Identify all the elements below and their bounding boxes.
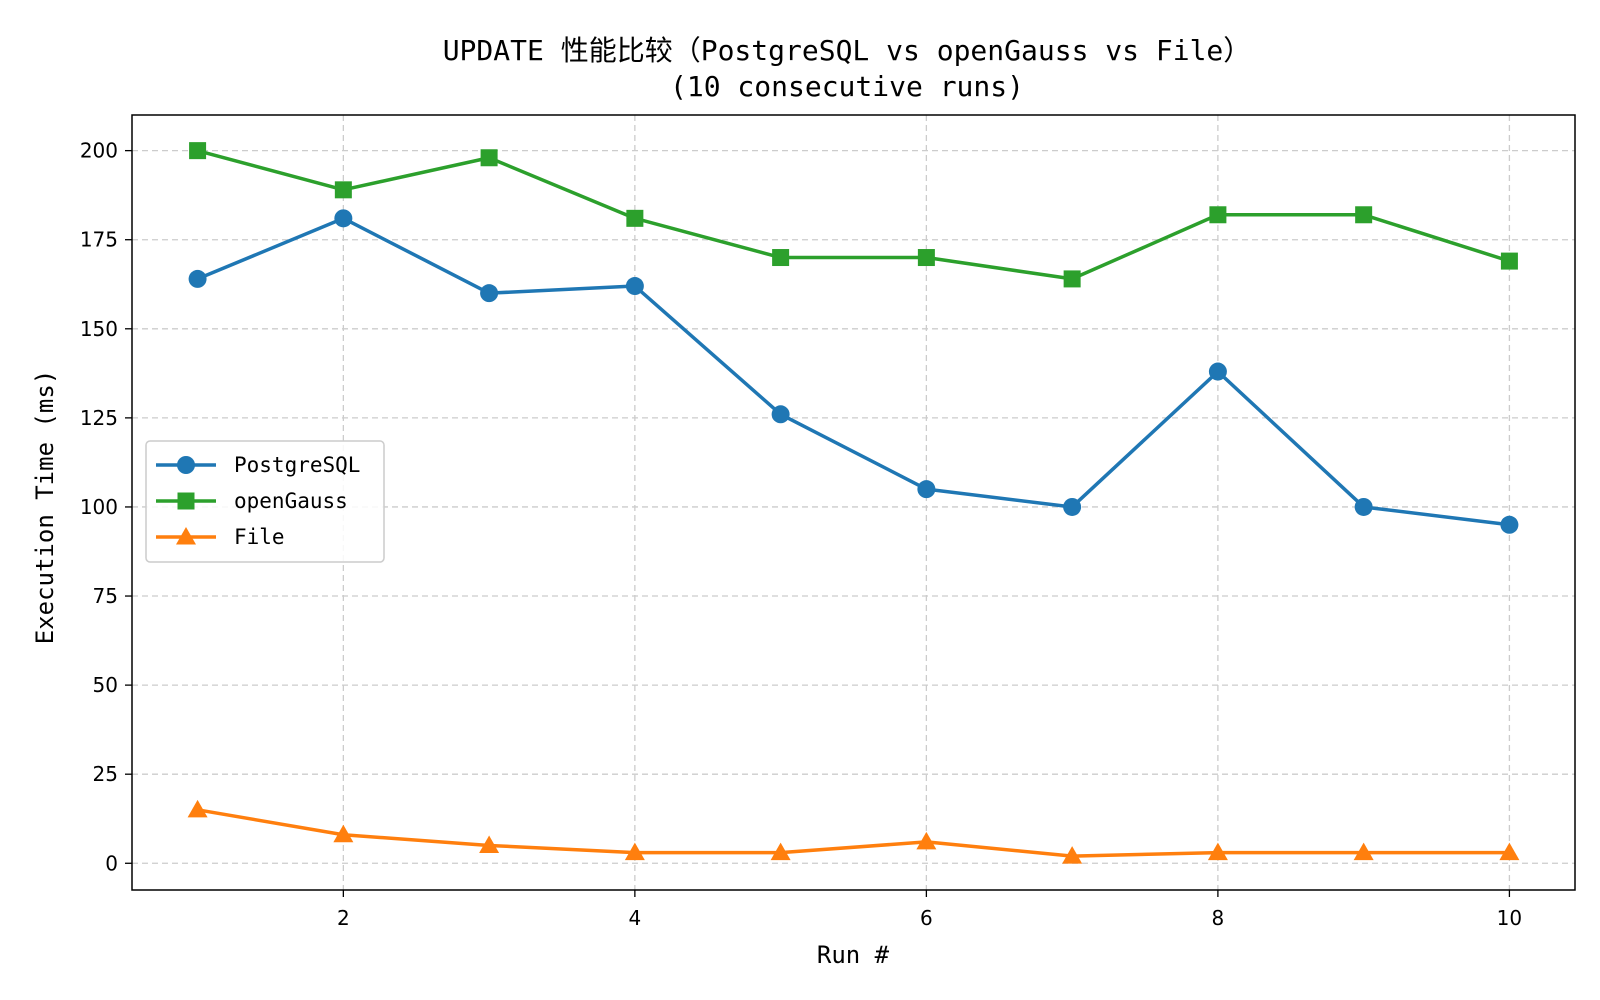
data-point-opengauss xyxy=(917,249,935,267)
data-point-postgresql xyxy=(917,480,936,499)
y-tick-label: 125 xyxy=(80,406,118,430)
data-point-file xyxy=(1353,842,1374,861)
series-line-postgresql xyxy=(195,216,1512,527)
legend-item-file: File xyxy=(156,525,285,549)
series-opengauss xyxy=(189,142,1518,288)
y-tick-label: 175 xyxy=(80,228,118,252)
legend-marker-file xyxy=(176,527,196,545)
data-point-file xyxy=(333,824,354,843)
data-point-file xyxy=(916,831,937,850)
legend-label-postgresql: PostgreSQL xyxy=(234,453,360,477)
legend-box xyxy=(145,440,385,563)
data-point-file xyxy=(1062,846,1083,864)
data-point-opengauss xyxy=(480,149,498,167)
data-point-file xyxy=(187,799,208,818)
legend-item-opengauss: openGauss xyxy=(156,489,348,513)
y-tick-label: 50 xyxy=(93,673,118,697)
y-tick-label: 100 xyxy=(80,495,118,519)
data-point-postgresql xyxy=(334,209,353,228)
series-group xyxy=(187,142,1520,864)
plot-frame xyxy=(131,114,1576,891)
series-line-opengauss xyxy=(195,148,1512,281)
x-axis-label: Run # xyxy=(817,941,890,969)
data-point-postgresql xyxy=(625,277,644,296)
y-axis-label: Execution Time (ms) xyxy=(31,370,59,645)
data-point-postgresql xyxy=(1500,515,1519,534)
data-point-opengauss xyxy=(189,142,207,160)
data-point-postgresql xyxy=(1063,497,1082,516)
data-point-file xyxy=(624,842,645,861)
chart-title: UPDATE 性能比较（PostgreSQL vs openGauss vs F… xyxy=(443,34,1252,67)
x-tick-label: 4 xyxy=(628,906,641,930)
legend-label-opengauss: openGauss xyxy=(234,489,348,513)
data-point-opengauss xyxy=(1063,270,1081,288)
x-tick-label: 2 xyxy=(337,906,350,930)
data-point-postgresql xyxy=(1354,497,1373,516)
series-line-file xyxy=(195,808,1512,858)
y-tick-label: 200 xyxy=(80,139,118,163)
data-point-opengauss xyxy=(334,181,352,199)
data-point-file xyxy=(1207,842,1228,861)
data-point-postgresql xyxy=(188,269,207,288)
data-point-opengauss xyxy=(1355,206,1373,224)
data-point-postgresql xyxy=(771,405,790,424)
legend: PostgreSQL openGauss File xyxy=(145,440,385,563)
y-tick-label: 75 xyxy=(93,584,118,608)
data-point-opengauss xyxy=(1209,206,1227,224)
legend-marker-opengauss xyxy=(177,492,195,510)
legend-label-file: File xyxy=(234,525,285,549)
x-tick-label: 10 xyxy=(1497,906,1522,930)
x-tick-label: 8 xyxy=(1212,906,1225,930)
data-point-postgresql xyxy=(480,284,499,303)
data-point-opengauss xyxy=(1500,252,1518,270)
y-tick-label: 150 xyxy=(80,317,118,341)
series-postgresql xyxy=(188,209,1519,534)
data-point-file xyxy=(479,835,500,853)
series-file xyxy=(187,799,1520,864)
x-tick-label: 6 xyxy=(920,906,933,930)
y-tick-label: 0 xyxy=(105,851,118,875)
legend-marker-postgresql xyxy=(177,456,195,474)
data-point-opengauss xyxy=(626,209,644,227)
grid xyxy=(132,115,1575,890)
legend-item-postgresql: PostgreSQL xyxy=(156,453,360,477)
data-point-file xyxy=(770,842,791,861)
data-point-postgresql xyxy=(1208,362,1227,381)
data-point-opengauss xyxy=(772,249,790,267)
chart-subtitle: (10 consecutive runs) xyxy=(670,70,1024,103)
data-point-file xyxy=(1499,842,1520,861)
y-tick-label: 25 xyxy=(93,762,118,786)
